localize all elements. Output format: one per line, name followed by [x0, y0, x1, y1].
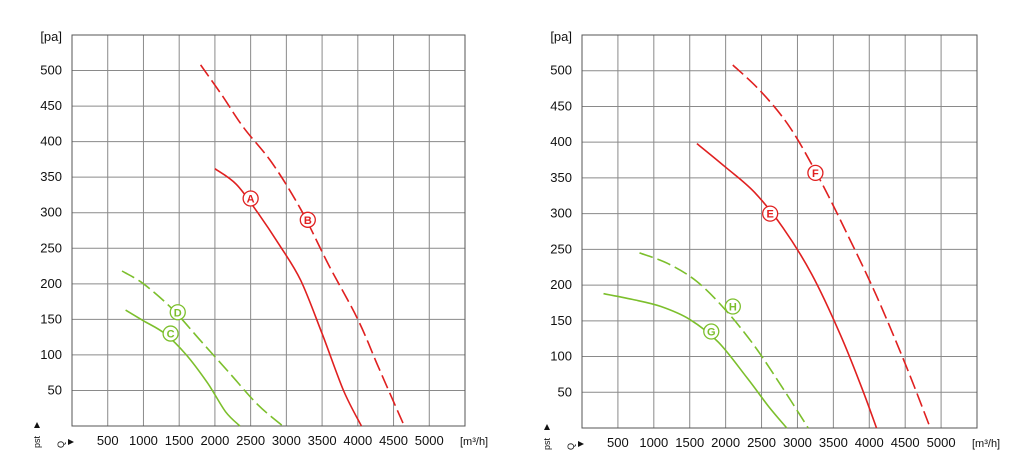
series-label-f: F: [812, 168, 819, 180]
chart-1: 50 100 150 200 250 300 350 400 450 500 [pa] 500 1000…: [32, 29, 488, 448]
x-tick-label: 3500: [819, 435, 848, 450]
x-tick-label: 1000: [129, 433, 158, 448]
y-tick-label: 450: [550, 98, 572, 113]
series-label-e: E: [766, 209, 773, 221]
x-axis-symbol: Q: [56, 441, 66, 448]
y-tick-label: 400: [550, 134, 572, 149]
series-line-b: [199, 64, 406, 427]
x-tick-label: 1000: [639, 435, 668, 450]
y-tick-label: 500: [40, 63, 62, 78]
x-tick-label: 5000: [415, 433, 444, 448]
y-axis-symbol: pst: [32, 435, 42, 448]
series-marker-c: [162, 325, 179, 342]
y-tick-label: 250: [550, 241, 572, 256]
x-tick-label: 4500: [379, 433, 408, 448]
y-tick-label: 150: [40, 311, 62, 326]
y-tick-label: 200: [40, 276, 62, 291]
series-marker-f: [807, 164, 824, 182]
x-tick-label: 5000: [927, 435, 956, 450]
y-tick-label: 50: [558, 384, 572, 399]
x-tick-label: 2500: [747, 435, 776, 450]
y-unit-label: [pa]: [40, 29, 62, 44]
series-line-e: [696, 142, 878, 429]
series-marker-d: [169, 304, 186, 321]
y-axis-arrow: [34, 422, 40, 428]
y-tick-label: 150: [550, 313, 572, 328]
series-line-g: [603, 292, 788, 429]
series-marker-h: [724, 298, 741, 315]
series-line-h: [639, 252, 809, 429]
series-marker-e: [762, 205, 779, 222]
y-tick-label: 500: [550, 63, 572, 78]
x-tick-label: 3000: [783, 435, 812, 450]
x-unit-label: [m³/h]: [972, 438, 1000, 450]
series-label-b: B: [304, 215, 312, 227]
series-label-c: C: [167, 329, 175, 341]
series-label-d: D: [174, 307, 182, 319]
y-axis-arrow: [544, 424, 550, 430]
y-tick-label: 300: [40, 205, 62, 220]
series-label-h: H: [729, 302, 737, 314]
x-tick-label: 1500: [165, 433, 194, 448]
x-axis-arrow: [578, 441, 584, 447]
y-tick-label: 100: [40, 347, 62, 362]
y-tick-label: 200: [550, 277, 572, 292]
y-tick-label: 400: [40, 134, 62, 149]
x-tick-label: 2000: [711, 435, 740, 450]
x-tick-label: 1500: [675, 435, 704, 450]
x-axis-arrow: [68, 439, 74, 445]
series-marker-b: [299, 211, 316, 228]
y-tick-label: 350: [550, 170, 572, 185]
series-line-c: [125, 309, 241, 427]
x-axis-symbol: Q: [566, 443, 576, 450]
y-tick-label: 100: [550, 349, 572, 364]
series-line-f: [732, 64, 932, 429]
y-tick-label: 50: [48, 382, 62, 397]
x-tick-label: 2500: [236, 433, 265, 448]
y-axis-symbol: pst: [542, 437, 552, 450]
y-unit-label: [pa]: [550, 29, 572, 44]
x-tick-label: 3500: [308, 433, 337, 448]
plot-frame: [581, 34, 978, 429]
y-tick-label: 300: [550, 206, 572, 221]
x-tick-label: 4000: [855, 435, 884, 450]
y-tick-label: 350: [40, 169, 62, 184]
series-marker-g: [703, 323, 720, 340]
x-tick-label: 3000: [272, 433, 301, 448]
y-tick-label: 450: [40, 98, 62, 113]
series-label-a: A: [247, 194, 255, 206]
chart-2: 50 100 150 200 250 300 350 400 450 500 [pa] 500 1000…: [542, 29, 1000, 450]
series-label-g: G: [707, 327, 716, 339]
y-tick-label: 250: [40, 240, 62, 255]
series-line-a: [214, 168, 363, 427]
x-tick-label: 500: [97, 433, 119, 448]
plot-frame: [71, 34, 466, 427]
x-tick-label: 4000: [343, 433, 372, 448]
x-tick-label: 500: [607, 435, 629, 450]
series-marker-a: [242, 190, 259, 207]
x-unit-label: [m³/h]: [460, 436, 488, 448]
x-tick-label: 4500: [891, 435, 920, 450]
x-tick-label: 2000: [200, 433, 229, 448]
series-line-d: [121, 270, 284, 427]
